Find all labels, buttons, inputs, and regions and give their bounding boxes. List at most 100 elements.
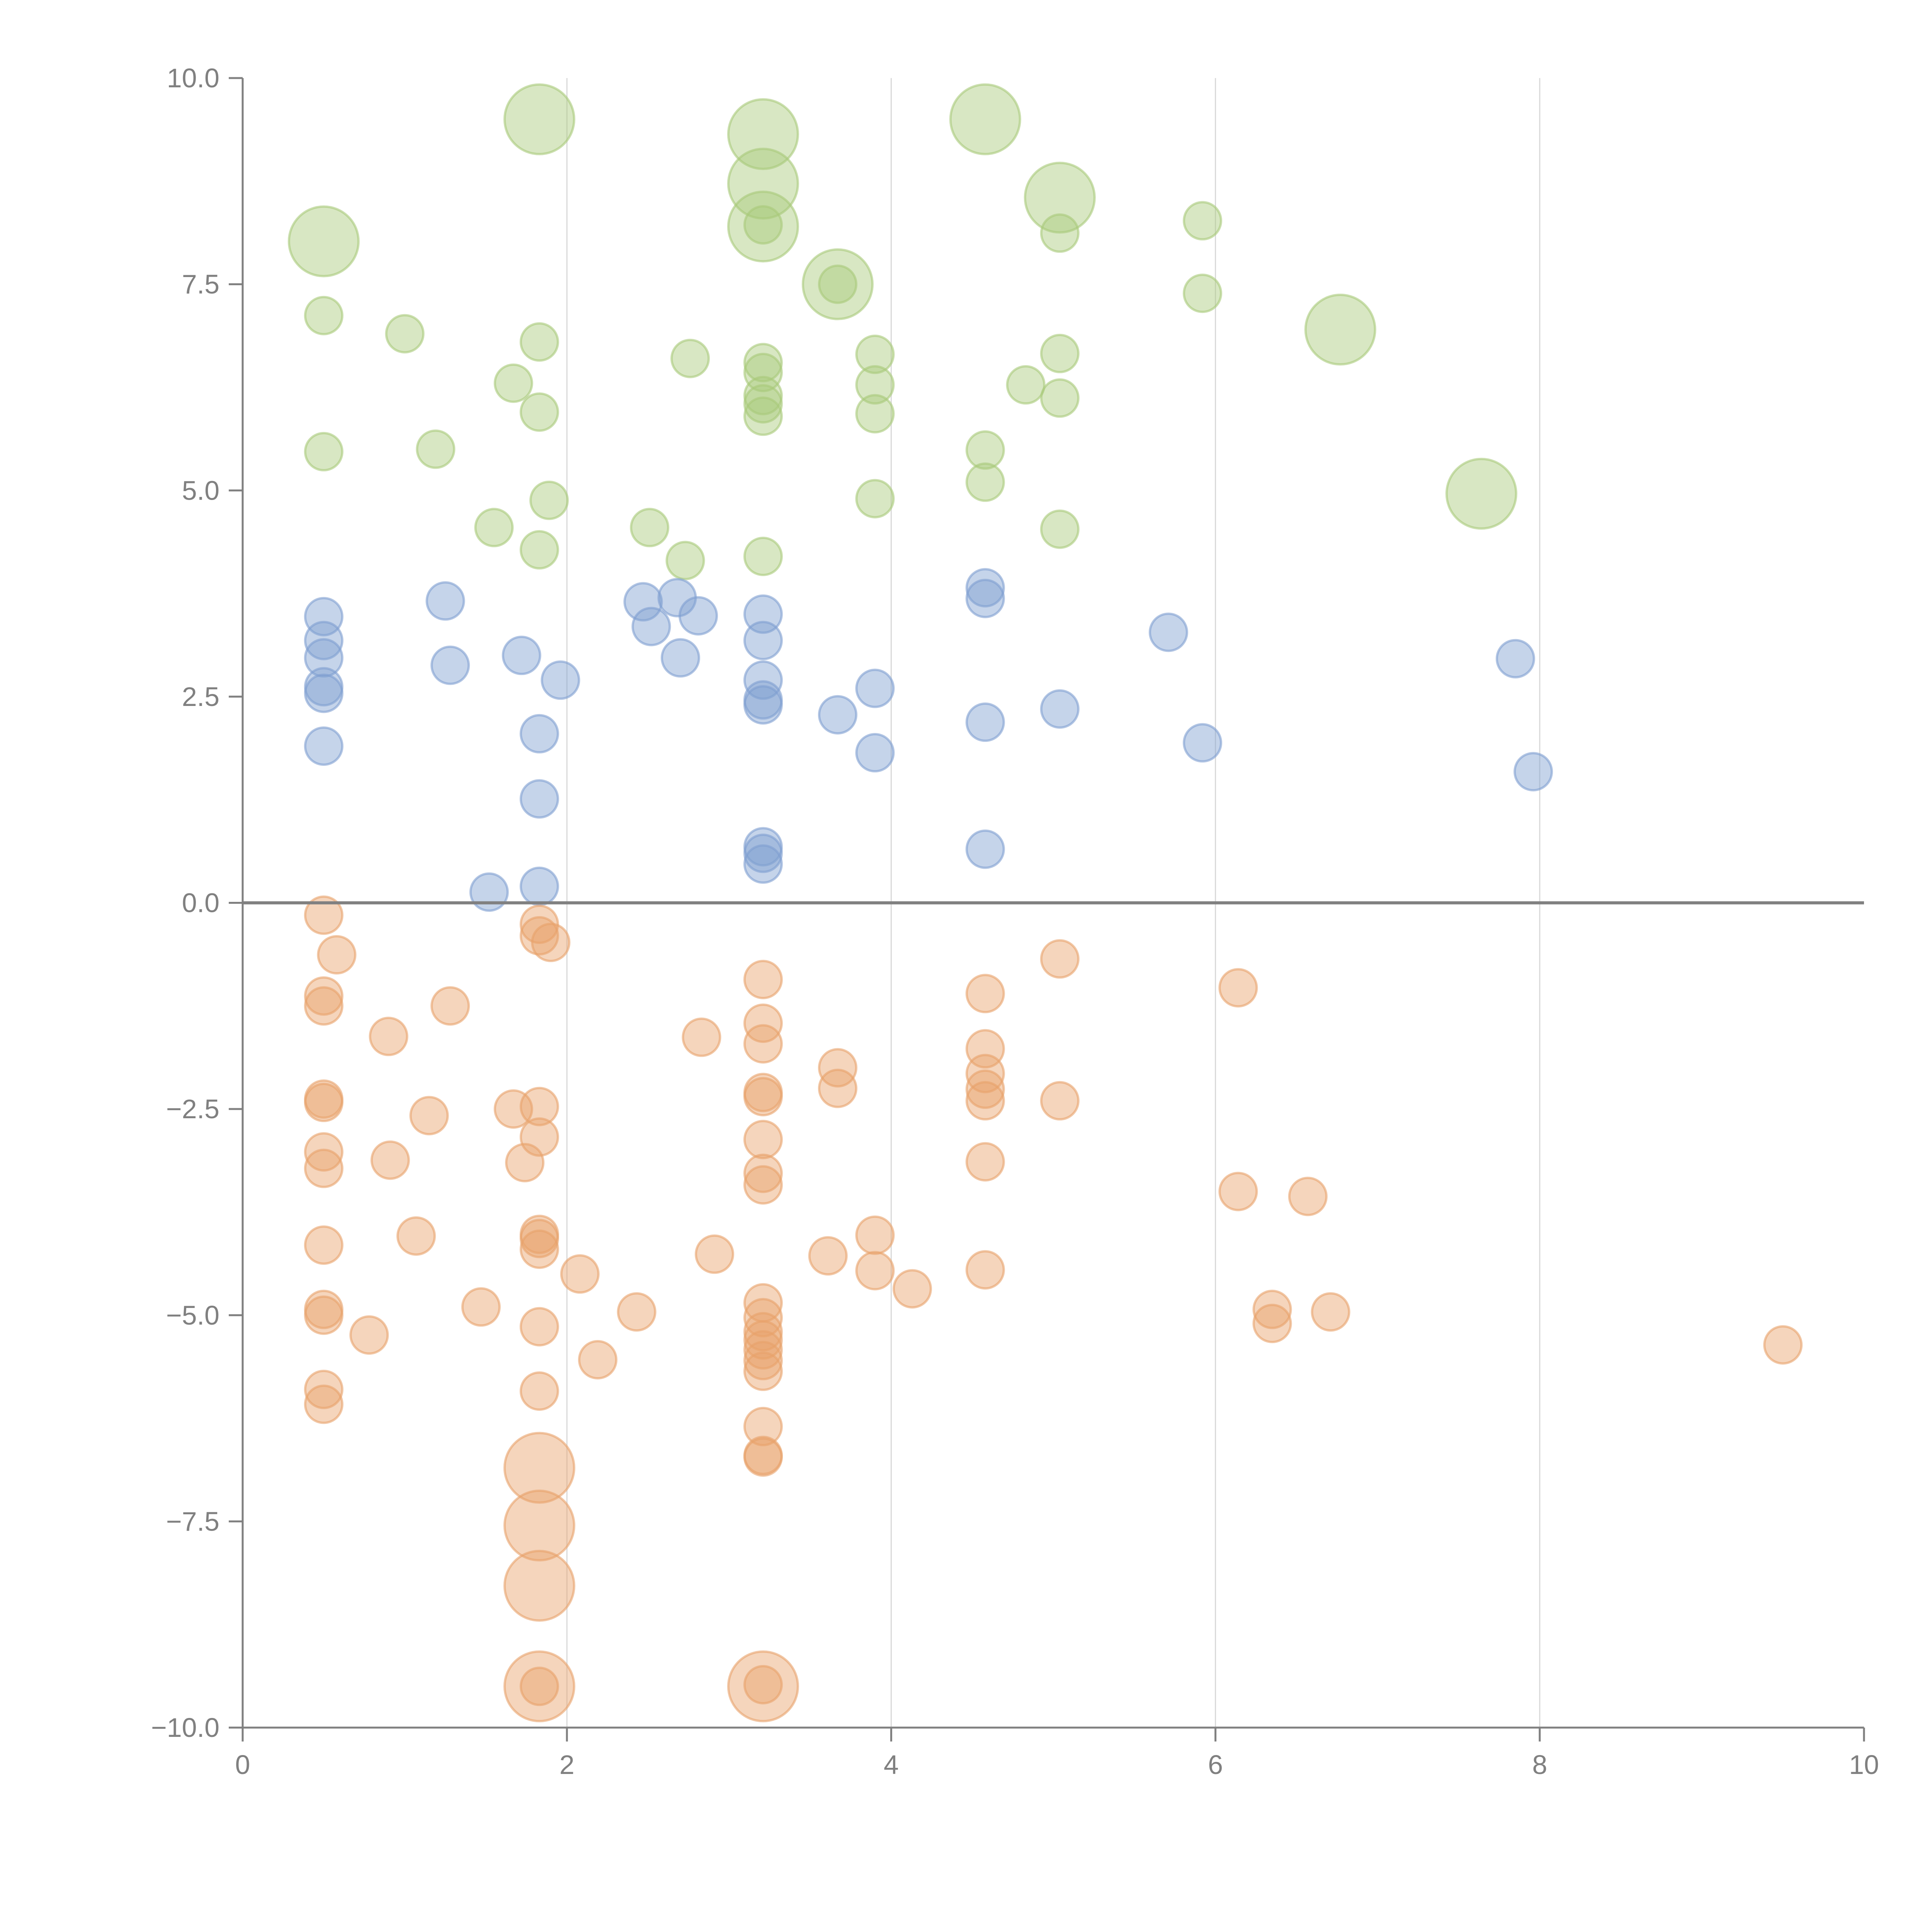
data-point xyxy=(743,1665,783,1705)
data-point xyxy=(304,1083,344,1122)
y-tick-label: 0.0 xyxy=(182,888,219,918)
data-point xyxy=(682,1017,721,1057)
data-point xyxy=(965,568,1005,608)
data-point xyxy=(855,1251,895,1291)
data-point xyxy=(949,83,1021,155)
data-point xyxy=(892,1269,932,1309)
data-point xyxy=(743,205,783,245)
data-point xyxy=(818,264,857,304)
data-point xyxy=(855,1215,895,1255)
data-point xyxy=(855,335,895,374)
data-point xyxy=(1763,1325,1803,1365)
data-point xyxy=(349,1315,389,1355)
data-point xyxy=(531,922,571,962)
data-point xyxy=(1148,612,1188,652)
data-point xyxy=(1024,162,1096,234)
data-point xyxy=(385,314,425,354)
data-point xyxy=(304,597,344,636)
data-point xyxy=(743,1351,783,1391)
y-tick-label: −5.0 xyxy=(166,1300,219,1330)
data-point xyxy=(855,668,895,708)
data-point xyxy=(519,1087,559,1126)
data-point xyxy=(1288,1177,1328,1216)
data-point xyxy=(304,1369,344,1409)
data-point xyxy=(855,479,895,519)
data-point xyxy=(1040,213,1080,253)
data-point xyxy=(1040,939,1080,979)
data-point xyxy=(529,480,569,520)
data-point xyxy=(505,1143,545,1182)
data-point xyxy=(416,429,456,469)
data-point xyxy=(965,829,1005,869)
x-tick-label: 8 xyxy=(1532,1750,1547,1780)
data-point xyxy=(743,343,783,383)
data-point xyxy=(1183,201,1223,241)
data-point xyxy=(743,1341,783,1381)
y-tick-label: −2.5 xyxy=(166,1094,219,1124)
x-axis-ticks: 0 2 4 6 8 10 xyxy=(235,1728,1879,1780)
data-point xyxy=(1040,509,1080,549)
data-point xyxy=(304,621,344,660)
data-point xyxy=(396,1216,436,1256)
data-point xyxy=(743,1406,783,1446)
data-point xyxy=(425,581,465,621)
data-point xyxy=(743,1165,783,1205)
x-tick-label: 0 xyxy=(235,1750,250,1780)
data-point xyxy=(743,1320,783,1360)
data-point xyxy=(1218,1172,1258,1211)
data-point xyxy=(519,1219,559,1259)
data-point xyxy=(304,726,344,766)
series-green xyxy=(287,83,1517,580)
data-point xyxy=(369,1017,408,1056)
data-point xyxy=(743,1330,783,1370)
data-point xyxy=(560,1254,600,1294)
data-point xyxy=(503,1650,575,1723)
data-point xyxy=(503,83,575,155)
data-point xyxy=(965,1250,1005,1290)
data-point xyxy=(660,638,700,678)
data-point xyxy=(965,974,1005,1014)
data-point xyxy=(743,833,783,873)
data-point xyxy=(743,685,783,725)
data-point xyxy=(1252,1304,1292,1344)
data-point xyxy=(304,1148,344,1188)
data-point xyxy=(519,714,559,753)
data-point xyxy=(304,432,344,471)
data-point xyxy=(743,1077,783,1117)
data-point xyxy=(965,702,1005,742)
data-point xyxy=(370,1140,410,1180)
data-point xyxy=(503,1549,575,1622)
data-point xyxy=(493,363,533,403)
data-point xyxy=(743,376,783,415)
data-point xyxy=(818,1048,857,1088)
data-point xyxy=(461,1287,501,1327)
data-point xyxy=(727,148,799,220)
data-point xyxy=(1183,274,1223,313)
data-point xyxy=(519,866,559,906)
data-point xyxy=(1218,968,1258,1008)
data-point xyxy=(965,462,1005,502)
data-point xyxy=(578,1340,617,1380)
data-point xyxy=(743,1120,783,1160)
data-point xyxy=(1006,365,1046,405)
data-point xyxy=(808,1236,848,1276)
data-point xyxy=(1495,639,1535,679)
data-point xyxy=(519,322,559,362)
x-tick-label: 6 xyxy=(1208,1750,1223,1780)
y-tick-label: 5.0 xyxy=(182,475,219,505)
data-point xyxy=(304,1384,344,1424)
data-point xyxy=(623,582,663,622)
data-point xyxy=(1445,457,1517,530)
data-point xyxy=(965,430,1005,470)
data-point xyxy=(695,1234,735,1274)
data-point xyxy=(855,365,895,405)
data-point xyxy=(503,1490,575,1562)
data-point xyxy=(1040,333,1080,373)
data-point xyxy=(519,530,559,570)
data-point xyxy=(727,1650,799,1723)
data-point xyxy=(855,733,895,773)
data-point xyxy=(1183,723,1223,763)
data-point xyxy=(1514,752,1553,792)
x-tick-label: 10 xyxy=(1849,1750,1879,1780)
